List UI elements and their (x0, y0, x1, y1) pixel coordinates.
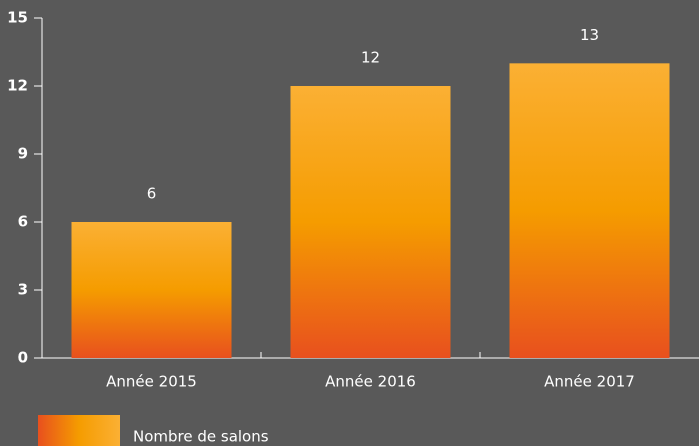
data-label: 13 (580, 26, 599, 44)
y-tick-label: 6 (18, 213, 28, 231)
data-label: 6 (147, 185, 157, 203)
legend-swatch (38, 415, 120, 446)
y-tick-label: 15 (7, 9, 28, 27)
y-tick-label: 12 (7, 77, 28, 95)
bar (509, 63, 670, 358)
x-tick-label: Année 2015 (106, 373, 197, 391)
x-tick-label: Année 2017 (544, 373, 635, 391)
data-label: 12 (361, 49, 380, 67)
x-tick-label: Année 2016 (325, 373, 416, 391)
y-tick-label: 0 (18, 349, 28, 367)
bar (290, 86, 451, 358)
bar (71, 222, 232, 358)
legend-label: Nombre de salons (133, 428, 269, 446)
y-tick-label: 3 (18, 281, 28, 299)
y-tick-label: 9 (18, 145, 28, 163)
